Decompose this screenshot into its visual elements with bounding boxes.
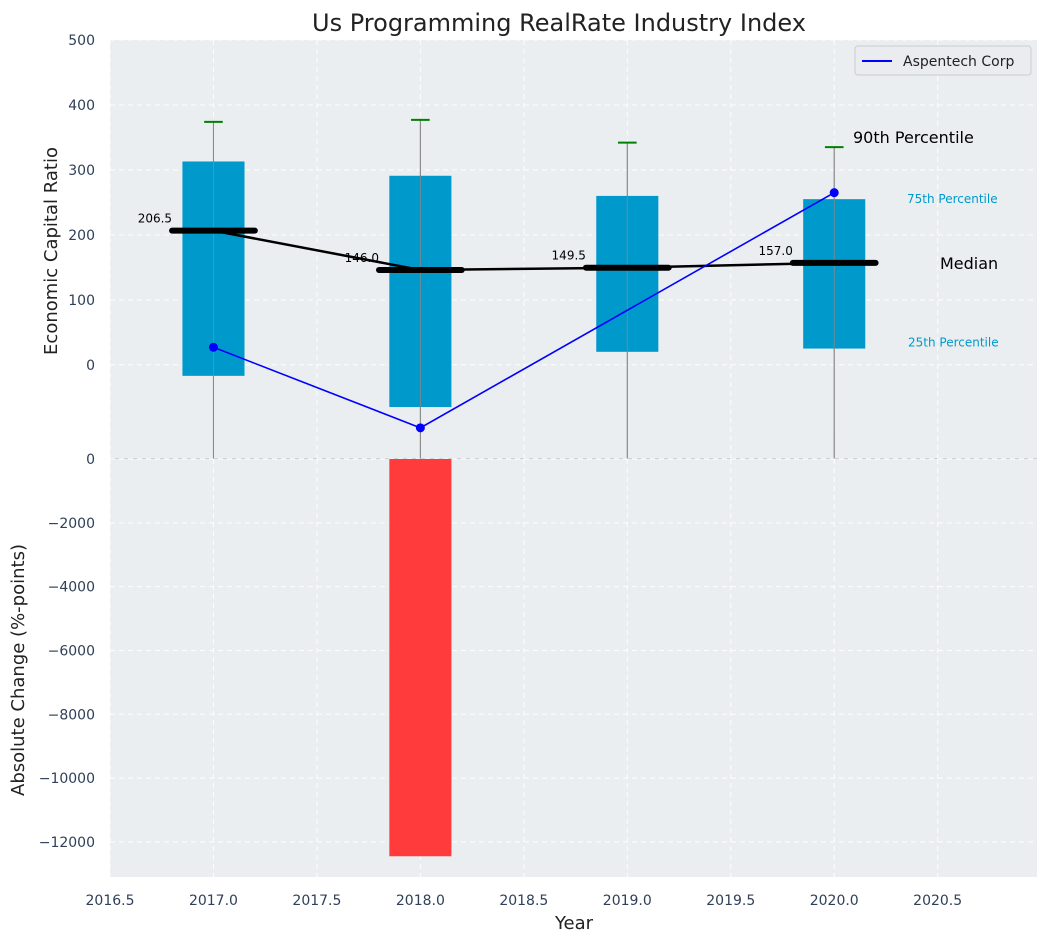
top-plot-background <box>110 40 1037 459</box>
top-panel: 0 100 200 300 400 500 206.5 146.0 149.5 157.0 90th… <box>68 33 1037 460</box>
top-y-tick-label: 100 <box>68 293 95 309</box>
bottom-panel: 2016.5 2017.0 2017.5 2018.0 2018.5 2019.0 2019… <box>39 452 1037 909</box>
top-y-tick-label: 300 <box>68 163 95 179</box>
bottom-y-tick-label: −8000 <box>48 707 95 723</box>
company-point <box>208 342 218 352</box>
x-tick-label: 2020.5 <box>913 893 962 909</box>
top-y-tick-label: 500 <box>68 33 95 49</box>
change-bar <box>389 459 452 857</box>
top-y-tick-label: 400 <box>68 98 95 114</box>
legend: Aspentech Corp <box>854 45 1032 76</box>
x-tick-label: 2017.0 <box>189 893 238 909</box>
bottom-y-tick-label: −12000 <box>39 835 95 851</box>
annotation-p75: 75th Percentile <box>907 192 998 206</box>
chart-title: Us Programming RealRate Industry Index <box>312 9 806 37</box>
x-tick-label: 2018.0 <box>396 893 445 909</box>
median-label: 157.0 <box>758 244 792 258</box>
top-y-tick-label: 200 <box>68 228 95 244</box>
company-point <box>829 188 839 198</box>
x-tick-label: 2019.5 <box>706 893 755 909</box>
bottom-plot-background <box>110 459 1037 877</box>
annotation-p90: 90th Percentile <box>853 128 974 147</box>
annotation-median: Median <box>940 254 998 273</box>
bottom-y-tick-label: −4000 <box>48 580 95 596</box>
median-label: 149.5 <box>552 249 586 263</box>
bottom-ylabel: Absolute Change (%-points) <box>8 544 29 796</box>
top-ylabel: Economic Capital Ratio <box>41 147 62 355</box>
top-y-tick-label: 0 <box>86 358 95 374</box>
x-axis-label: Year <box>554 913 594 934</box>
legend-box <box>854 45 1032 76</box>
legend-label: Aspentech Corp <box>903 54 1014 70</box>
annotation-p25: 25th Percentile <box>908 336 999 350</box>
x-tick-label: 2018.5 <box>499 893 548 909</box>
median-label: 146.0 <box>345 251 379 265</box>
median-line <box>213 229 835 272</box>
x-tick-label: 2020.0 <box>810 893 859 909</box>
bottom-y-tick-label: −6000 <box>48 643 95 659</box>
median-label: 206.5 <box>138 212 172 226</box>
x-tick-label: 2017.5 <box>292 893 341 909</box>
x-tick-label: 2019.0 <box>603 893 652 909</box>
company-point <box>415 423 425 433</box>
bottom-y-tick-label: −10000 <box>39 771 95 787</box>
x-tick-label: 2016.5 <box>86 893 135 909</box>
bottom-y-tick-label: −2000 <box>48 516 95 532</box>
bottom-y-tick-label: 0 <box>86 452 95 468</box>
